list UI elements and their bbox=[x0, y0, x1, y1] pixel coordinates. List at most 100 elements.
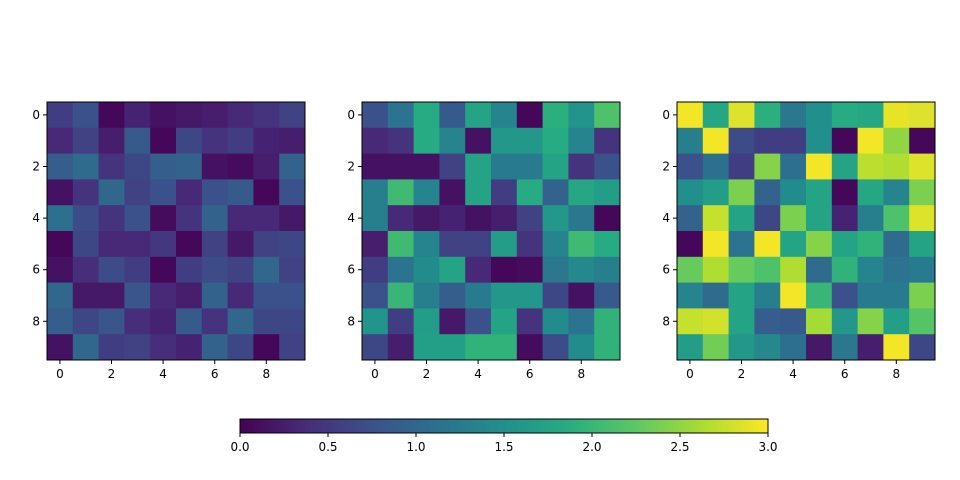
heatmap-cell bbox=[98, 205, 125, 232]
heatmap-cell bbox=[47, 102, 74, 129]
heatmap-cell bbox=[47, 179, 74, 206]
heatmap-cell bbox=[176, 102, 203, 129]
heatmap-cell bbox=[857, 231, 884, 258]
heatmap-cell bbox=[201, 205, 228, 232]
x-tick-label: 8 bbox=[892, 367, 900, 381]
heatmap-cell bbox=[516, 308, 543, 335]
axes-frame bbox=[46, 101, 306, 361]
x-tick-label: 0 bbox=[686, 367, 694, 381]
heatmap-cell bbox=[883, 153, 910, 180]
heatmap-cell bbox=[465, 231, 492, 258]
heatmap-cell bbox=[150, 231, 177, 258]
heatmap-cell bbox=[439, 153, 466, 180]
heatmap-cell bbox=[47, 205, 74, 232]
heatmap-cell bbox=[594, 334, 621, 361]
heatmap-cell bbox=[754, 231, 781, 258]
heatmap-cell bbox=[387, 256, 414, 283]
heatmap-cell bbox=[227, 153, 254, 180]
heatmap-cell bbox=[883, 102, 910, 129]
heatmap-cell bbox=[47, 231, 74, 258]
heatmap-cell bbox=[47, 308, 74, 335]
heatmap-cell bbox=[702, 231, 729, 258]
x-tick-label: 0 bbox=[56, 367, 64, 381]
heatmap-cell bbox=[594, 127, 621, 154]
heatmap-cell bbox=[279, 308, 306, 335]
heatmap-cell bbox=[279, 127, 306, 154]
colorbar-tick-label: 2.0 bbox=[582, 440, 601, 454]
heatmap-cell bbox=[806, 102, 833, 129]
heatmap-cell bbox=[754, 256, 781, 283]
y-tick-label: 6 bbox=[32, 263, 40, 277]
heatmap-cell bbox=[883, 205, 910, 232]
heatmap-cell bbox=[542, 179, 569, 206]
heatmap-cell bbox=[857, 153, 884, 180]
heatmap-cell bbox=[439, 102, 466, 129]
heatmap-cell bbox=[780, 205, 807, 232]
heatmap-cell bbox=[568, 153, 595, 180]
heatmap-cell bbox=[728, 334, 755, 361]
heatmap-cell bbox=[806, 179, 833, 206]
heatmap-cell bbox=[439, 231, 466, 258]
heatmap-cell bbox=[728, 179, 755, 206]
heatmap-cell bbox=[568, 282, 595, 309]
heatmap-cell bbox=[387, 231, 414, 258]
heatmap-cell bbox=[439, 205, 466, 232]
y-tick-label: 8 bbox=[662, 314, 670, 328]
heatmap-panel: 0 2 4 6 8 0 2 4 6 8 bbox=[662, 101, 936, 381]
y-tick-label: 6 bbox=[347, 263, 355, 277]
heatmap-cell bbox=[465, 127, 492, 154]
heatmap-cell bbox=[439, 282, 466, 309]
heatmap-cell bbox=[227, 102, 254, 129]
heatmap-cell bbox=[362, 179, 389, 206]
heatmap-cell bbox=[279, 256, 306, 283]
heatmap-cell bbox=[857, 334, 884, 361]
x-tick-label: 2 bbox=[738, 367, 746, 381]
heatmap-cell bbox=[702, 102, 729, 129]
heatmap-cell bbox=[677, 334, 704, 361]
heatmap-cell bbox=[253, 102, 280, 129]
heatmap-cell bbox=[883, 231, 910, 258]
heatmap-cell bbox=[883, 256, 910, 283]
heatmap-cell bbox=[124, 231, 151, 258]
heatmap-cell bbox=[150, 179, 177, 206]
heatmap-cell bbox=[176, 334, 203, 361]
colorbar-gradient bbox=[239, 418, 769, 434]
heatmap-cell bbox=[150, 102, 177, 129]
heatmap-cell bbox=[98, 308, 125, 335]
y-tick-label: 0 bbox=[32, 108, 40, 122]
heatmap-cell bbox=[124, 205, 151, 232]
heatmap-cell bbox=[594, 231, 621, 258]
heatmap-cell bbox=[253, 231, 280, 258]
heatmap-cell bbox=[150, 256, 177, 283]
heatmap-cell bbox=[780, 282, 807, 309]
heatmap-cell bbox=[491, 179, 518, 206]
heatmap-cell bbox=[831, 205, 858, 232]
heatmap-cell bbox=[594, 282, 621, 309]
y-tick-label: 2 bbox=[662, 160, 670, 174]
heatmap-cell bbox=[806, 282, 833, 309]
heatmap-cell bbox=[413, 308, 440, 335]
heatmap-cell bbox=[47, 282, 74, 309]
colorbar-tick-label: 0.0 bbox=[230, 440, 249, 454]
heatmap-cell bbox=[253, 308, 280, 335]
heatmap-cell bbox=[909, 334, 936, 361]
x-tick-label: 6 bbox=[526, 367, 534, 381]
heatmap-cell bbox=[150, 205, 177, 232]
heatmap-cell bbox=[201, 127, 228, 154]
heatmap-cell bbox=[883, 282, 910, 309]
x-tick-label: 8 bbox=[262, 367, 270, 381]
heatmap-cell bbox=[98, 127, 125, 154]
heatmap-cell bbox=[465, 256, 492, 283]
heatmap-cell bbox=[516, 282, 543, 309]
heatmap-cell bbox=[253, 256, 280, 283]
heatmap-cell bbox=[98, 282, 125, 309]
heatmap-cell bbox=[201, 334, 228, 361]
heatmap-cell bbox=[806, 256, 833, 283]
heatmap-cell bbox=[754, 102, 781, 129]
heatmap-cell bbox=[677, 231, 704, 258]
heatmap-cell bbox=[542, 205, 569, 232]
heatmap-cell bbox=[124, 282, 151, 309]
heatmap-cell bbox=[279, 102, 306, 129]
heatmap-cell bbox=[754, 153, 781, 180]
heatmap-cell bbox=[516, 102, 543, 129]
